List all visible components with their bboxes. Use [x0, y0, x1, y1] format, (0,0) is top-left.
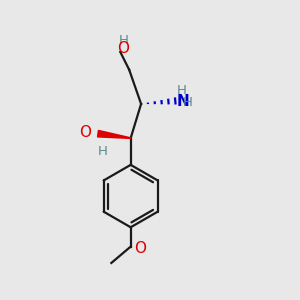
Text: H: H	[177, 84, 187, 98]
Text: H: H	[118, 34, 128, 47]
Text: H: H	[183, 96, 193, 109]
Text: N: N	[176, 94, 189, 109]
Text: O: O	[134, 241, 146, 256]
Polygon shape	[98, 130, 131, 138]
Text: O: O	[80, 125, 92, 140]
Text: H: H	[98, 145, 107, 158]
Text: O: O	[117, 41, 129, 56]
